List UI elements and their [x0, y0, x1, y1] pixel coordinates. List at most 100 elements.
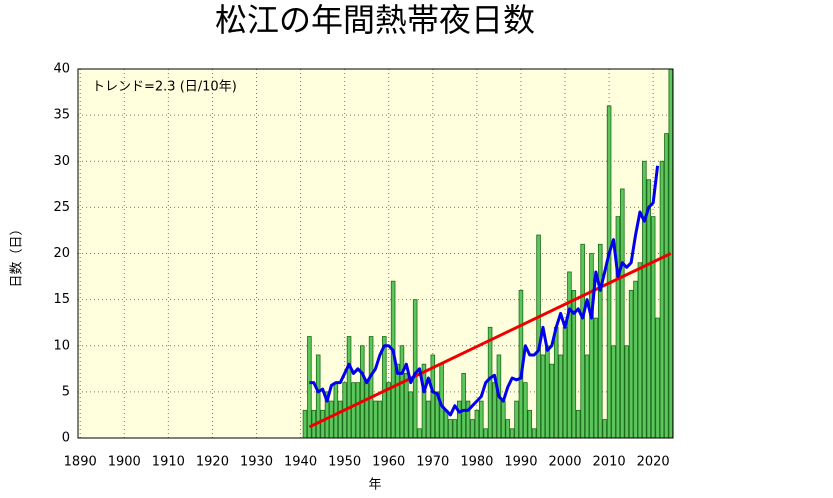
bar	[377, 400, 383, 439]
bar	[549, 363, 555, 439]
bar	[615, 216, 621, 439]
bar	[509, 428, 515, 439]
bar	[593, 317, 599, 439]
bar	[659, 160, 665, 439]
bar	[567, 271, 572, 439]
bar	[333, 382, 339, 439]
x-tick-label: 2010	[593, 455, 626, 470]
x-tick-label: 2020	[637, 455, 670, 470]
y-tick-label: 30	[53, 154, 70, 169]
bar	[443, 409, 449, 439]
bar	[364, 382, 369, 439]
bar	[417, 428, 422, 439]
bar	[360, 345, 365, 439]
bar	[329, 400, 334, 439]
bar	[655, 317, 660, 439]
bar	[598, 243, 603, 439]
y-axis-label: 日数（日）	[10, 222, 25, 287]
x-tick-label: 2000	[548, 455, 581, 470]
x-tick-label: 1940	[284, 455, 317, 470]
x-axis-label: 年	[368, 478, 381, 493]
bar	[575, 409, 581, 439]
bar	[412, 299, 418, 439]
moving-average-line	[309, 165, 660, 417]
bar	[580, 243, 585, 439]
bar	[461, 373, 466, 439]
x-tick-label: 1990	[504, 455, 537, 470]
bar	[620, 188, 625, 439]
bar	[558, 354, 563, 439]
bar	[315, 354, 321, 439]
x-tick-label: 1910	[152, 455, 185, 470]
bar	[628, 289, 634, 439]
y-tick-label: 25	[53, 200, 70, 215]
x-tick-label: 1980	[460, 455, 493, 470]
bar	[456, 400, 462, 439]
bar	[487, 326, 493, 439]
bar	[553, 326, 559, 439]
x-tick-label: 1890	[64, 455, 97, 470]
x-tick-label: 1930	[240, 455, 273, 470]
bar	[404, 373, 409, 439]
y-tick-label: 10	[53, 338, 70, 353]
bar	[408, 391, 414, 439]
bar	[514, 400, 519, 439]
bar	[346, 336, 352, 439]
x-tick-label: 1950	[328, 455, 361, 470]
bar	[562, 326, 568, 439]
bar	[492, 382, 497, 439]
bar	[421, 363, 427, 439]
bar	[351, 382, 356, 439]
bar	[465, 400, 471, 439]
bar	[589, 253, 594, 439]
bar	[545, 345, 550, 439]
bar	[302, 409, 308, 439]
bar	[307, 336, 312, 439]
x-tick-label: 1900	[108, 455, 141, 470]
bar	[395, 363, 400, 439]
bar	[501, 400, 506, 439]
bar	[637, 262, 643, 439]
bar	[531, 428, 537, 439]
bar	[527, 409, 533, 439]
y-tick-label: 15	[53, 292, 70, 307]
bar	[448, 419, 453, 439]
x-tick-label: 1970	[416, 455, 449, 470]
plot-frame	[77, 68, 674, 439]
bar	[523, 382, 528, 439]
bar	[633, 280, 638, 439]
bar	[611, 345, 616, 439]
bar	[470, 419, 475, 439]
bar	[399, 345, 405, 439]
bar	[602, 419, 607, 439]
bar	[483, 428, 488, 439]
annotation: トレンド=2.3 (日/10年)	[92, 80, 237, 95]
bar	[664, 133, 669, 439]
bar	[642, 160, 647, 439]
trend-line	[308, 252, 672, 429]
y-tick-label: 40	[53, 62, 70, 77]
bar	[650, 216, 656, 439]
bar	[505, 419, 510, 439]
y-tick-label: 35	[53, 108, 70, 123]
bar	[606, 105, 612, 439]
bar	[355, 382, 361, 439]
bar	[624, 345, 629, 439]
bar	[426, 400, 431, 439]
bar	[320, 409, 325, 439]
y-tick-label: 20	[53, 246, 70, 261]
bar	[368, 336, 374, 439]
bar	[646, 179, 652, 439]
bar	[452, 419, 458, 439]
bar	[373, 400, 378, 439]
bar	[584, 354, 590, 439]
y-tick-label: 5	[62, 384, 70, 399]
bar	[337, 400, 343, 439]
chart-title: 松江の年間熱帯夜日数	[215, 1, 535, 39]
bar	[479, 400, 484, 439]
y-tick-label: 0	[62, 431, 70, 446]
x-tick-label: 1960	[372, 455, 405, 470]
bar	[474, 409, 480, 439]
x-tick-label: 1920	[196, 455, 229, 470]
